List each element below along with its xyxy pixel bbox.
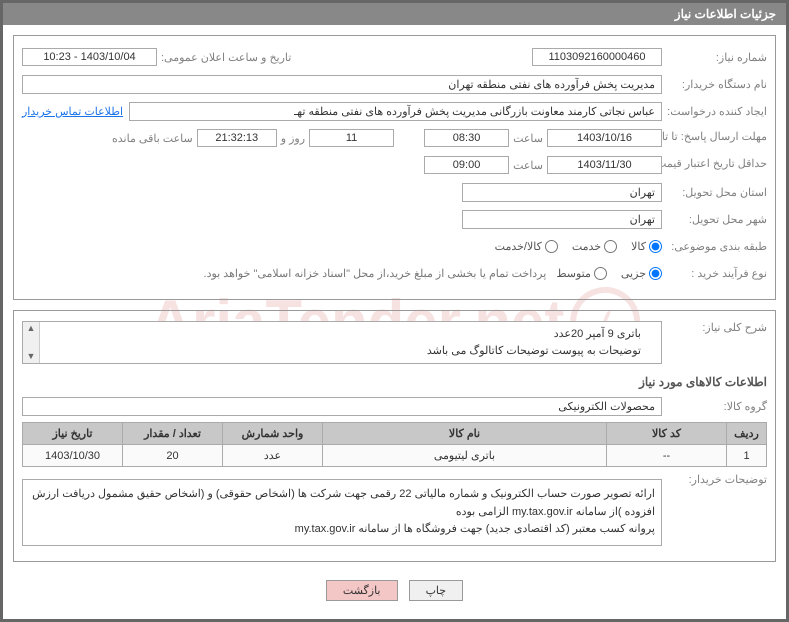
content-area: ✓ AriaTender.net شماره نیاز: 11030921600… xyxy=(3,25,786,619)
row-buyer: نام دستگاه خریدار: مدیریت پخش فرآورده ها… xyxy=(22,73,767,95)
buyer-notes-line2: پروانه کسب معتبر (کد اقتصادی جدید) جهت ف… xyxy=(29,521,655,539)
announce-label: تاریخ و ساعت اعلان عمومی: xyxy=(157,51,291,64)
province-label: استان محل تحویل: xyxy=(662,186,767,199)
deadline-reply-date: 1403/10/16 xyxy=(547,129,662,147)
deadline-valid-time: 09:00 xyxy=(424,156,509,174)
table-row: 1 -- باتری لیتیومی عدد 20 1403/10/30 xyxy=(23,445,767,467)
purchase-type-note: پرداخت تمام یا بخشی از مبلغ خرید،از محل … xyxy=(204,267,547,280)
goods-info-title: اطلاعات کالاهای مورد نیاز xyxy=(22,369,767,395)
row-requester: ایجاد کننده درخواست: عباس نجاتی کارمند م… xyxy=(22,100,767,122)
th-row: ردیف xyxy=(727,423,767,445)
td-qty: 20 xyxy=(123,445,223,467)
city-label: شهر محل تحویل: xyxy=(662,213,767,226)
category-radio-group: کالا خدمت کالا/خدمت xyxy=(495,240,662,253)
product-group-label: گروه کالا: xyxy=(662,400,767,413)
buyer-notes-box: ارائه تصویر صورت حساب الکترونیک و شماره … xyxy=(22,479,662,546)
buyer-contact-link[interactable]: اطلاعات تماس خریدار xyxy=(22,105,123,118)
deadline-valid-date: 1403/11/30 xyxy=(547,156,662,174)
td-name: باتری لیتیومی xyxy=(323,445,607,467)
deadline-valid-time-label: ساعت xyxy=(513,159,543,172)
buyer-notes-label: توضیحات خریدار: xyxy=(662,473,767,486)
row-summary: شرح کلی نیاز: ▲ ▼ باتری 9 آمپر 20عدد توض… xyxy=(22,321,767,364)
purchase-type-radio-1[interactable]: متوسط xyxy=(556,267,607,280)
row-city: شهر محل تحویل: تهران xyxy=(22,208,767,230)
need-number-value: 1103092160000460 xyxy=(532,48,662,66)
summary-textarea[interactable]: ▲ ▼ باتری 9 آمپر 20عدد توضیحات به پیوست … xyxy=(22,321,662,364)
product-group-value: محصولات الکترونیکی xyxy=(22,397,662,416)
th-code: کد کالا xyxy=(607,423,727,445)
summary-line1: باتری 9 آمپر 20عدد xyxy=(27,326,641,343)
table-header-row: ردیف کد کالا نام کالا واحد شمارش تعداد /… xyxy=(23,423,767,445)
purchase-type-radio-group: جزیی متوسط xyxy=(556,267,662,280)
buyer-value: مدیریت پخش فرآورده های نفتی منطقه تهران xyxy=(22,75,662,94)
info-fieldset: شماره نیاز: 1103092160000460 تاریخ و ساع… xyxy=(13,35,776,300)
requester-value: عباس نجاتی کارمند معاونت بازرگانی مدیریت… xyxy=(129,102,662,121)
deadline-reply-time-label: ساعت xyxy=(513,132,543,145)
row-need-number: شماره نیاز: 1103092160000460 تاریخ و ساع… xyxy=(22,46,767,68)
td-unit: عدد xyxy=(223,445,323,467)
buyer-notes-line1: ارائه تصویر صورت حساب الکترونیک و شماره … xyxy=(29,486,655,521)
page-header: جزئیات اطلاعات نیاز xyxy=(3,3,786,25)
city-value: تهران xyxy=(462,210,662,229)
row-deadline-reply: مهلت ارسال پاسخ: تا تاریخ: 1403/10/16 سا… xyxy=(22,127,767,149)
main-container: جزئیات اطلاعات نیاز ✓ AriaTender.net شما… xyxy=(0,0,789,622)
row-purchase-type: نوع فرآیند خرید : جزیی متوسط پرداخت تمام… xyxy=(22,262,767,284)
row-buyer-notes: توضیحات خریدار: ارائه تصویر صورت حساب ال… xyxy=(22,473,767,546)
th-unit: واحد شمارش xyxy=(223,423,323,445)
scroll-up-icon[interactable]: ▲ xyxy=(27,322,36,336)
goods-table: ردیف کد کالا نام کالا واحد شمارش تعداد /… xyxy=(22,422,767,467)
deadline-reply-label: مهلت ارسال پاسخ: تا تاریخ: xyxy=(662,131,767,144)
th-name: نام کالا xyxy=(323,423,607,445)
buyer-label: نام دستگاه خریدار: xyxy=(662,78,767,91)
page-title: جزئیات اطلاعات نیاز xyxy=(675,7,776,21)
row-category: طبقه بندی موضوعی: کالا خدمت کالا/خدمت xyxy=(22,235,767,257)
td-date: 1403/10/30 xyxy=(23,445,123,467)
requester-label: ایجاد کننده درخواست: xyxy=(662,105,767,118)
purchase-type-label: نوع فرآیند خرید : xyxy=(662,267,767,280)
td-row: 1 xyxy=(727,445,767,467)
row-product-group: گروه کالا: محصولات الکترونیکی xyxy=(22,395,767,417)
button-row: چاپ بازگشت xyxy=(13,572,776,609)
category-radio-0[interactable]: کالا xyxy=(631,240,662,253)
td-code: -- xyxy=(607,445,727,467)
summary-label: شرح کلی نیاز: xyxy=(662,321,767,334)
deadline-reply-countdown: 21:32:13 xyxy=(197,129,277,147)
province-value: تهران xyxy=(462,183,662,202)
th-date: تاریخ نیاز xyxy=(23,423,123,445)
row-province: استان محل تحویل: تهران xyxy=(22,181,767,203)
summary-line2: توضیحات به پیوست توضیحات کاتالوگ می باشد xyxy=(27,343,641,360)
deadline-reply-remaining: ساعت باقی مانده xyxy=(112,132,193,145)
announce-value: 1403/10/04 - 10:23 xyxy=(22,48,157,66)
category-radio-2[interactable]: کالا/خدمت xyxy=(495,240,558,253)
purchase-type-radio-0[interactable]: جزیی xyxy=(621,267,662,280)
deadline-reply-days: 11 xyxy=(309,129,394,147)
deadline-reply-time: 08:30 xyxy=(424,129,509,147)
category-label: طبقه بندی موضوعی: xyxy=(662,240,767,253)
deadline-reply-days-label: روز و xyxy=(281,132,305,145)
row-deadline-valid: حداقل تاریخ اعتبار قیمت: تا تاریخ: 1403/… xyxy=(22,154,767,176)
category-radio-1[interactable]: خدمت xyxy=(572,240,617,253)
need-number-label: شماره نیاز: xyxy=(662,51,767,64)
scroll-down-icon[interactable]: ▼ xyxy=(27,350,36,364)
deadline-valid-label: حداقل تاریخ اعتبار قیمت: تا تاریخ: xyxy=(662,158,767,171)
scroll-bar[interactable]: ▲ ▼ xyxy=(23,322,40,363)
th-qty: تعداد / مقدار xyxy=(123,423,223,445)
summary-fieldset: شرح کلی نیاز: ▲ ▼ باتری 9 آمپر 20عدد توض… xyxy=(13,310,776,562)
